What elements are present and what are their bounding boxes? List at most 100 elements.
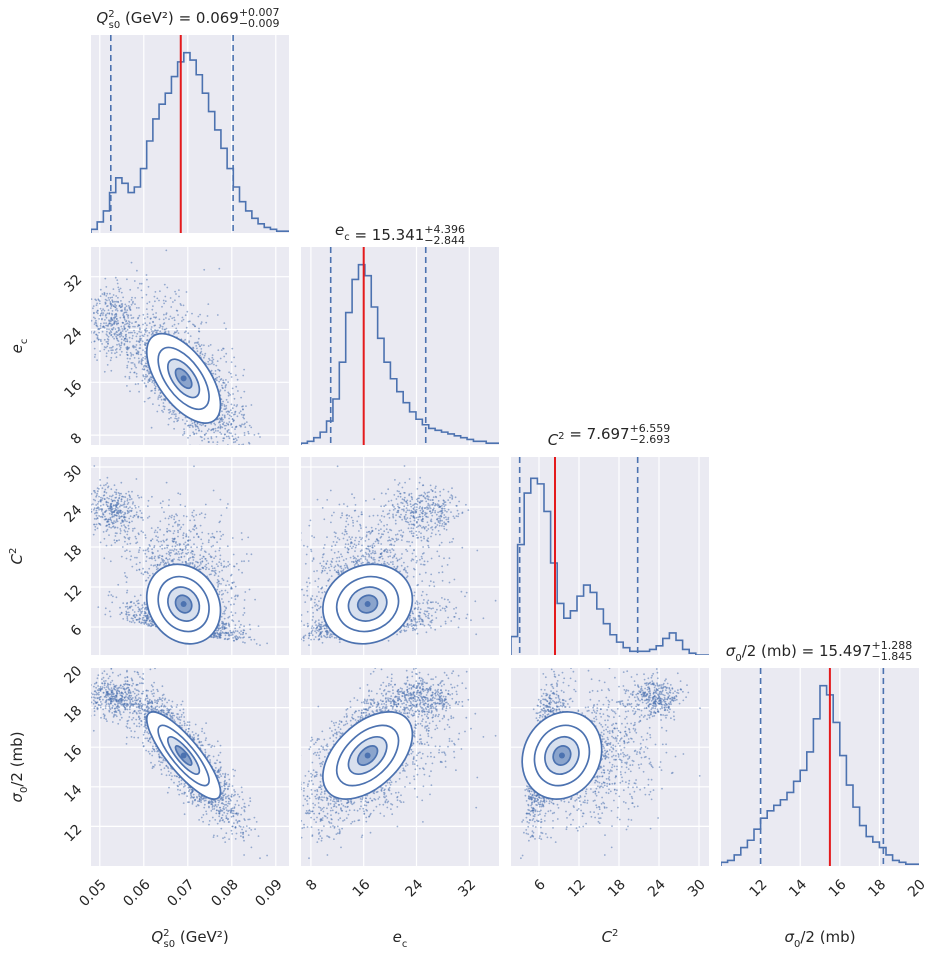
sample-point: [220, 589, 223, 592]
sample-point: [104, 319, 106, 321]
sample-point: [240, 560, 243, 563]
sample-point: [214, 370, 217, 372]
sample-point: [226, 591, 229, 594]
sample-point: [113, 515, 115, 518]
sample-point: [212, 428, 215, 430]
sample-point: [146, 339, 148, 342]
sample-point: [143, 364, 146, 367]
sample-point: [145, 274, 148, 276]
panel-backgrounds: [91, 35, 919, 866]
sample-point: [237, 568, 240, 571]
sample-point: [95, 504, 98, 506]
sample-point: [144, 621, 147, 624]
sample-point: [118, 343, 120, 346]
sample-point: [188, 563, 191, 566]
sample-point: [189, 335, 192, 337]
sample-point: [165, 562, 168, 565]
sample-point: [140, 282, 143, 285]
sample-point: [199, 423, 201, 426]
sample-point: [200, 344, 203, 346]
sample-point: [182, 318, 185, 321]
sample-point: [122, 316, 125, 319]
sample-point: [207, 437, 210, 440]
sample-point: [99, 504, 102, 507]
sample-point: [238, 632, 241, 634]
sample-point: [135, 513, 138, 516]
sample-point: [191, 553, 194, 555]
sample-point: [211, 359, 213, 362]
sample-point: [109, 359, 112, 362]
sample-point: [87, 509, 89, 511]
sample-point: [135, 335, 138, 338]
sample-point: [159, 290, 161, 293]
sample-point: [145, 327, 148, 330]
sample-point: [126, 611, 128, 614]
sample-point: [150, 539, 152, 542]
sample-point: [103, 557, 106, 560]
sample-point: [137, 494, 139, 497]
sample-point: [216, 631, 218, 634]
sample-point: [193, 324, 195, 326]
sample-point: [223, 408, 226, 410]
sample-point: [93, 356, 96, 358]
sample-point: [117, 300, 119, 303]
sample-point: [155, 535, 158, 538]
sample-point: [123, 536, 126, 538]
sample-point: [146, 313, 149, 315]
sample-point: [86, 494, 88, 496]
sample-point: [110, 498, 113, 501]
sample-point: [247, 430, 250, 433]
sample-point: [125, 330, 127, 333]
sample-point: [240, 532, 243, 534]
sample-point: [234, 410, 237, 413]
sample-point: [112, 301, 114, 303]
sample-point: [253, 638, 256, 641]
sample-point: [98, 331, 100, 334]
sample-point: [128, 336, 131, 339]
sample-point: [139, 327, 141, 330]
sample-point: [181, 316, 184, 319]
sample-point: [111, 522, 114, 524]
sample-point: [108, 512, 111, 515]
sample-point: [129, 605, 131, 608]
sample-point: [235, 374, 237, 377]
sample-point: [162, 299, 165, 302]
sample-point: [159, 325, 162, 328]
sample-point: [159, 330, 162, 333]
sample-point: [111, 601, 114, 604]
sample-point: [136, 556, 138, 559]
sample-point: [116, 309, 119, 312]
sample-point: [250, 553, 253, 556]
sample-point: [232, 639, 235, 642]
sample-point: [214, 555, 217, 558]
sample-point: [144, 329, 147, 332]
sample-point: [115, 313, 118, 316]
sample-point: [152, 564, 155, 567]
sample-point: [204, 551, 207, 553]
sample-point: [131, 331, 133, 334]
sample-point: [154, 385, 157, 388]
sample-point: [123, 572, 126, 574]
sample-point: [154, 564, 157, 567]
sample-point: [131, 334, 134, 337]
sample-point: [216, 444, 219, 445]
sample-point: [208, 553, 211, 555]
sample-point: [214, 569, 217, 572]
sample-point: [147, 617, 150, 620]
sample-point: [100, 499, 102, 501]
sample-point: [143, 333, 146, 336]
sample-point: [227, 401, 229, 403]
sample-point: [216, 630, 218, 632]
sample-point: [175, 542, 177, 544]
sample-point: [188, 320, 191, 323]
sample-point: [123, 513, 125, 516]
sample-point: [115, 315, 118, 318]
sample-point: [183, 431, 186, 433]
sample-point: [149, 545, 151, 547]
sample-point: [217, 584, 220, 586]
sample-point: [194, 325, 197, 328]
sample-point: [111, 494, 114, 497]
sample-point: [135, 614, 138, 617]
sample-point: [177, 417, 180, 419]
sample-point: [164, 331, 167, 333]
